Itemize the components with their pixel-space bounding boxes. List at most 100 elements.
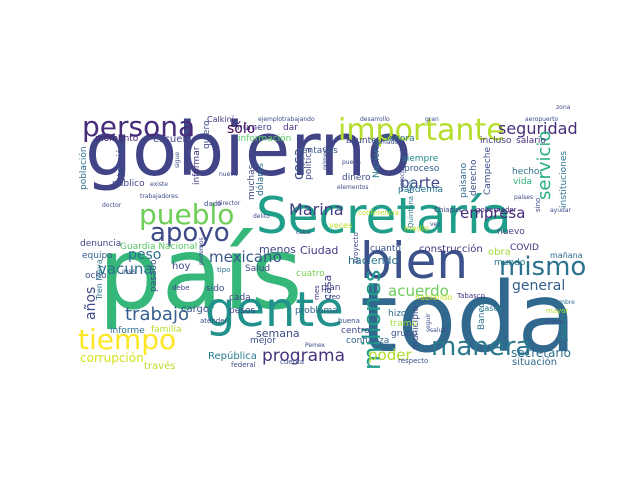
word: política bbox=[304, 147, 314, 180]
word: través bbox=[144, 361, 176, 372]
word: secretario bbox=[511, 346, 571, 360]
word: zona bbox=[556, 104, 571, 111]
word: primero bbox=[322, 146, 329, 170]
word: mayor bbox=[546, 307, 569, 315]
word: mes bbox=[313, 285, 321, 300]
word: creo bbox=[325, 293, 341, 301]
word: sido bbox=[206, 284, 225, 294]
word: hoy bbox=[172, 261, 191, 272]
word: Marina bbox=[289, 200, 344, 219]
word: persona bbox=[82, 110, 196, 143]
word: desarrollo bbox=[360, 116, 390, 123]
word: equipo bbox=[82, 251, 113, 261]
word: confianza bbox=[346, 336, 390, 346]
word: cabo bbox=[296, 229, 311, 236]
word: cuenta bbox=[280, 358, 305, 366]
word: mexicano bbox=[209, 248, 282, 266]
word: construcción bbox=[419, 244, 483, 255]
word: momento bbox=[95, 134, 139, 144]
word: centro bbox=[341, 326, 370, 336]
word: proceso bbox=[404, 164, 440, 174]
word: atención bbox=[116, 143, 126, 182]
word: población bbox=[79, 146, 89, 190]
word: último bbox=[544, 319, 564, 326]
word: seguridad bbox=[498, 119, 578, 138]
word: sino bbox=[534, 197, 542, 212]
word: manera bbox=[431, 332, 532, 362]
word: tiempo bbox=[78, 323, 177, 356]
word: delito bbox=[253, 213, 270, 220]
word: atender bbox=[200, 317, 228, 325]
word: sólo bbox=[227, 121, 256, 137]
word: ocho bbox=[85, 271, 107, 281]
word: apoyo bbox=[150, 218, 230, 248]
word: número bbox=[237, 123, 272, 133]
word: director bbox=[217, 200, 241, 207]
word: Pemex bbox=[305, 342, 326, 349]
word: existe bbox=[150, 181, 168, 188]
word: bien bbox=[360, 232, 469, 290]
word: situación bbox=[512, 357, 558, 368]
word: información bbox=[238, 134, 292, 144]
word: Secretaría bbox=[256, 187, 512, 245]
word: Chiapas bbox=[434, 206, 462, 214]
word: Guardia Nacional bbox=[120, 242, 198, 252]
word: gente bbox=[205, 282, 344, 338]
word: dólares bbox=[256, 163, 266, 196]
word: mejor bbox=[250, 336, 277, 346]
word: podemos bbox=[198, 237, 205, 265]
word: seguir bbox=[425, 313, 432, 332]
word: mañana bbox=[550, 251, 583, 260]
word: poder bbox=[368, 346, 412, 364]
word: municipio bbox=[411, 306, 421, 350]
word: Calkiní bbox=[207, 115, 234, 124]
word: quiero bbox=[202, 120, 212, 149]
word: general bbox=[512, 278, 566, 294]
word: país bbox=[98, 215, 303, 332]
word: Salud bbox=[245, 264, 271, 274]
word: gran bbox=[425, 116, 439, 123]
word: toda bbox=[360, 262, 577, 374]
word: vacuna bbox=[98, 260, 153, 278]
word: asunto bbox=[346, 136, 377, 146]
word: tipo bbox=[217, 266, 231, 274]
word: casos bbox=[480, 304, 503, 313]
word: mundo bbox=[494, 258, 526, 268]
word: ayudar bbox=[550, 207, 571, 214]
word: siempre bbox=[402, 154, 439, 164]
word: doctor bbox=[102, 202, 122, 209]
word: Sonora bbox=[383, 134, 415, 144]
word: pueda bbox=[342, 159, 361, 166]
word: Ciudad bbox=[300, 244, 339, 257]
word: dado bbox=[204, 200, 222, 208]
word: menos bbox=[259, 243, 296, 256]
word: países bbox=[514, 194, 534, 201]
word: problema bbox=[295, 306, 338, 316]
word: sigue bbox=[174, 151, 181, 168]
word: mismo bbox=[499, 252, 587, 282]
word: vida bbox=[513, 177, 533, 187]
word: dinero bbox=[342, 173, 371, 183]
word: Quintana Roo bbox=[407, 180, 415, 228]
word: corrupción bbox=[80, 351, 144, 365]
word: pandemia bbox=[398, 185, 443, 195]
word: Campeche bbox=[483, 146, 493, 195]
word: instituciones bbox=[559, 150, 569, 208]
word: plan bbox=[321, 283, 341, 293]
word: dar bbox=[283, 123, 298, 133]
word: salario bbox=[516, 136, 546, 146]
word: elementos bbox=[337, 184, 369, 191]
word: ejemplotrabajando bbox=[258, 116, 315, 123]
word: salud bbox=[430, 327, 447, 334]
word: cargo bbox=[181, 304, 210, 315]
word: veces bbox=[329, 221, 353, 230]
word: paisano bbox=[459, 162, 469, 198]
word: centavos bbox=[297, 146, 338, 156]
word: nuevo bbox=[497, 227, 525, 237]
word: llamado bbox=[374, 139, 399, 146]
word: hizo bbox=[388, 309, 407, 319]
word: federal bbox=[231, 361, 256, 369]
word: Tabasco bbox=[457, 292, 485, 300]
word: parte bbox=[400, 174, 440, 192]
